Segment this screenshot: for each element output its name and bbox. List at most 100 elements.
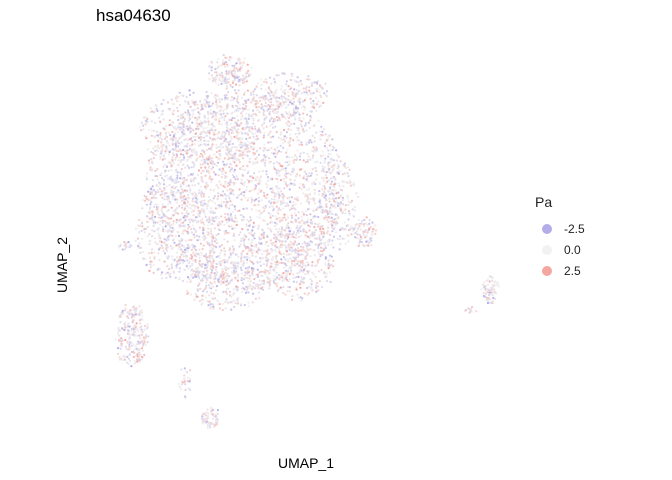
cell-point [333,218,336,221]
cell-point [188,218,191,221]
cell-point [308,172,311,175]
cell-point [305,188,308,191]
cell-point [189,130,192,133]
cell-point [142,124,145,127]
cell-point [165,243,169,247]
cell-point [191,154,194,157]
cell-point [306,78,309,81]
cell-point [327,167,330,170]
cell-point [170,148,173,151]
cell-point [204,286,208,289]
cell-point [268,132,271,135]
cell-point [246,219,249,222]
cell-point [130,329,133,333]
cell-point [246,276,249,280]
cell-point [144,135,147,138]
cell-point [285,223,288,226]
cell-point [218,122,221,125]
cell-point [239,154,242,157]
cell-point [315,96,318,100]
cell-point [228,207,231,210]
cell-point [186,280,189,283]
cell-point [186,259,189,262]
cell-point [224,115,227,118]
cell-point [355,229,358,232]
cell-point [341,189,344,192]
cell-point [231,70,234,73]
cell-point [327,262,330,266]
cell-point [297,275,300,278]
cell-point [300,216,304,219]
plot-title: hsa04630 [96,6,171,25]
cell-point [223,258,226,262]
cell-point [308,141,311,144]
cell-point [127,348,130,351]
cell-point [163,252,166,255]
cell-point [296,136,299,139]
cell-point [287,226,290,229]
cell-point [140,229,143,232]
cell-point [300,143,304,146]
cell-point [267,104,270,107]
cell-point [268,277,271,281]
cell-point [175,221,178,224]
cell-point [294,132,297,136]
cell-point [160,244,163,247]
cell-point [121,248,124,251]
cell-point [132,329,135,333]
cell-point [304,97,307,100]
cell-point [212,250,215,253]
cell-point [271,122,274,126]
cell-point [247,179,251,182]
cell-point [187,196,190,199]
cell-point [322,128,326,131]
cell-point [206,202,209,205]
cell-point [303,105,306,108]
cell-point [174,210,177,213]
cell-point [319,249,322,253]
cell-point [284,258,287,261]
cell-point [360,241,363,244]
cell-point [235,131,239,134]
cell-point [218,97,221,100]
cell-point [170,247,173,250]
cell-point [130,342,134,345]
cell-point [259,131,262,134]
cell-point [301,242,304,245]
cell-point [253,96,256,99]
cell-point [318,91,321,94]
cell-point [219,264,222,267]
cell-point [254,276,257,279]
cell-point [223,98,226,101]
cell-point [252,269,255,273]
cell-point [296,139,299,142]
cell-point [224,56,227,59]
cell-point [190,254,193,257]
cell-point [182,113,185,116]
cell-point [323,272,326,275]
cell-point [214,207,217,210]
cell-point [208,156,211,159]
cell-point [187,223,190,226]
cell-point [306,208,309,211]
cell-point [241,110,244,113]
cell-point [194,193,197,196]
cell-point [241,132,244,135]
cell-point [269,108,272,111]
cell-point [222,160,225,163]
cell-point [315,90,318,93]
cell-point [288,272,291,275]
cell-point [253,104,256,107]
cell-point [258,170,261,173]
cell-point [305,214,308,217]
cell-point [184,111,187,114]
cell-point [202,149,205,152]
cell-point [292,168,296,171]
cell-point [190,238,193,242]
cell-point [168,144,171,147]
cell-point [355,192,358,195]
cell-point [283,195,286,198]
cell-point [303,170,306,173]
cell-point [145,203,148,206]
cell-point [191,140,194,143]
